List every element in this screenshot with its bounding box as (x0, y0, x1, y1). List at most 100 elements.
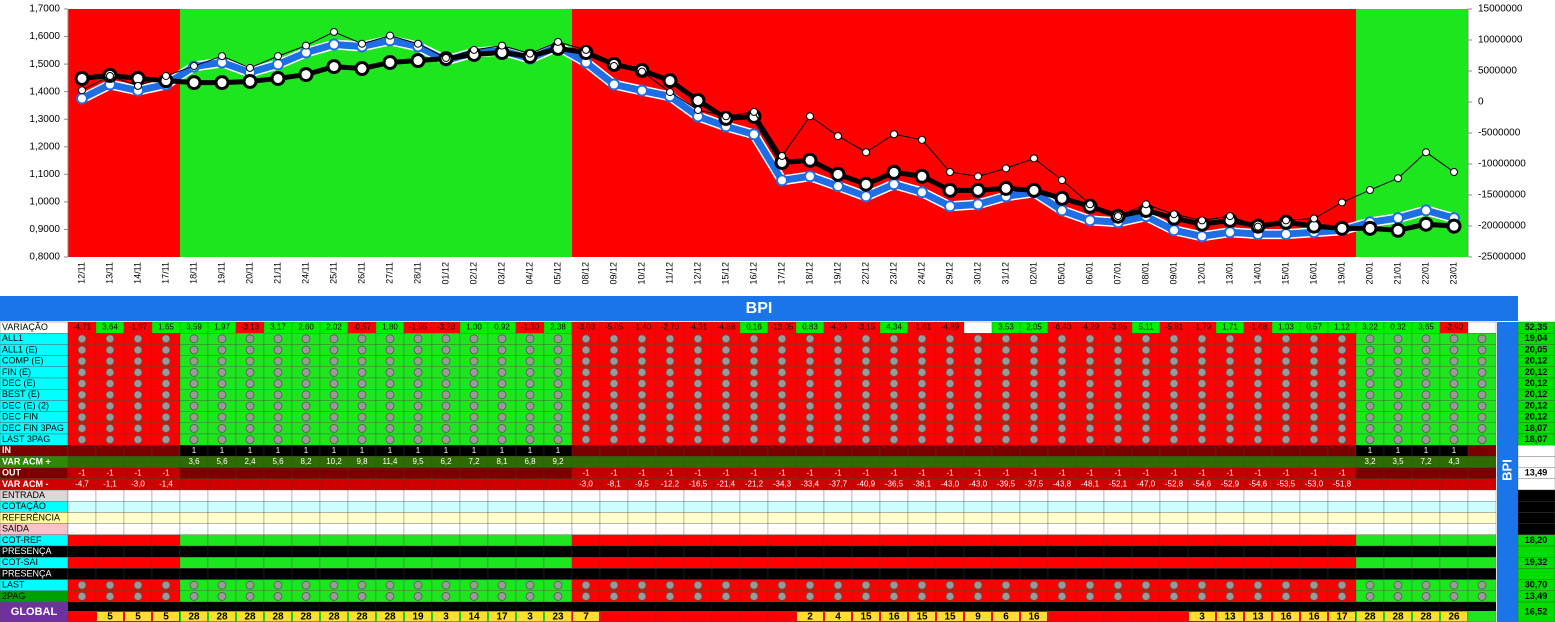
cell (795, 534, 825, 547)
status-dot (1337, 435, 1347, 445)
cell (739, 445, 769, 457)
cell-value: 9,8 (356, 457, 368, 466)
cell-value: -12,2 (661, 480, 680, 489)
cell-value: 8,1 (496, 457, 508, 466)
cell (1383, 489, 1413, 502)
cell-value: 1 (192, 446, 197, 455)
series-marker (1366, 186, 1374, 195)
status-dot (1449, 401, 1459, 411)
cell (1383, 557, 1413, 569)
status-dot (525, 423, 535, 433)
series-marker (690, 92, 706, 108)
cell (123, 445, 153, 457)
status-dot (413, 390, 423, 400)
global-count-cell (1357, 612, 1383, 621)
status-dot (1449, 379, 1459, 389)
status-dot (637, 580, 647, 590)
cell (543, 467, 573, 479)
x-tick-label: 30/12 (972, 262, 982, 285)
status-dot (133, 435, 143, 445)
status-dot (609, 356, 619, 366)
status-dot (1337, 401, 1347, 411)
cell (375, 545, 405, 558)
cell (767, 534, 797, 547)
status-dot (637, 379, 647, 389)
cell-value: -1 (134, 468, 142, 477)
y2-tick-label: -15000000 (1478, 190, 1526, 201)
status-dot (1085, 412, 1095, 422)
cell (1075, 512, 1105, 524)
row-label: VAR ACM + (2, 456, 51, 466)
series-marker (778, 151, 786, 160)
global-count-cell (265, 612, 291, 621)
status-dot (469, 345, 479, 355)
band (768, 9, 796, 257)
series-marker (636, 84, 648, 97)
cell-value: 6,8 (524, 457, 536, 466)
cell-value: 0,57 (1306, 323, 1322, 332)
cell (263, 557, 293, 569)
cell (487, 501, 517, 513)
cell (1019, 545, 1049, 558)
cell (1327, 489, 1357, 502)
cell-value: -5,81 (1165, 323, 1184, 332)
cell-value: -1,97 (129, 323, 148, 332)
cell (711, 489, 741, 502)
global-count-cell (797, 612, 823, 621)
status-dot (833, 412, 843, 422)
status-dot (693, 390, 703, 400)
status-dot (637, 345, 647, 355)
cell-value: -52,9 (1221, 480, 1240, 489)
cell-value: -1 (1002, 468, 1010, 477)
cell-value: -40,9 (857, 480, 876, 489)
status-dot (441, 379, 451, 389)
series-marker (326, 59, 342, 75)
status-dot (945, 423, 955, 433)
status-dot (77, 390, 87, 400)
cell (515, 478, 545, 491)
cell (207, 489, 237, 502)
band (1020, 9, 1048, 257)
cell-value: -1 (1198, 468, 1206, 477)
cell-value: 1,65 (158, 323, 174, 332)
cell-value: -1 (78, 468, 86, 477)
cell (767, 557, 797, 569)
status-dot (721, 379, 731, 389)
status-dot (553, 356, 563, 366)
cell (1243, 512, 1273, 524)
row-label: ALL1 (E) (2, 344, 38, 354)
cell (683, 445, 713, 457)
cell (151, 534, 181, 547)
status-dot (889, 592, 899, 601)
cell (403, 568, 433, 580)
cell (1299, 568, 1329, 580)
status-dot (273, 379, 283, 389)
cell-value: 15 (944, 612, 956, 622)
cell-value: -1 (1030, 468, 1038, 477)
cell-value: -1,61 (913, 323, 932, 332)
status-dot (1029, 345, 1039, 355)
status-dot (1029, 401, 1039, 411)
status-dot (609, 435, 619, 445)
total-cell (1517, 512, 1555, 524)
status-dot (525, 356, 535, 366)
status-dot (973, 401, 983, 411)
cell (1467, 512, 1497, 524)
status-dot (1001, 401, 1011, 411)
status-dot (973, 412, 983, 422)
cell (95, 557, 125, 569)
cell (487, 534, 517, 547)
cell-value: 28 (188, 612, 200, 622)
series-marker (860, 190, 872, 203)
cell-value: 15 (860, 612, 872, 622)
cell (1271, 545, 1301, 558)
status-dot (749, 334, 759, 344)
status-dot (441, 580, 451, 590)
cell (235, 557, 265, 569)
cell (1187, 534, 1217, 547)
status-dot (973, 379, 983, 389)
status-dot (525, 412, 535, 422)
status-dot (133, 390, 143, 400)
x-tick-label: 12/01 (1196, 262, 1206, 285)
status-dot (1113, 390, 1123, 400)
